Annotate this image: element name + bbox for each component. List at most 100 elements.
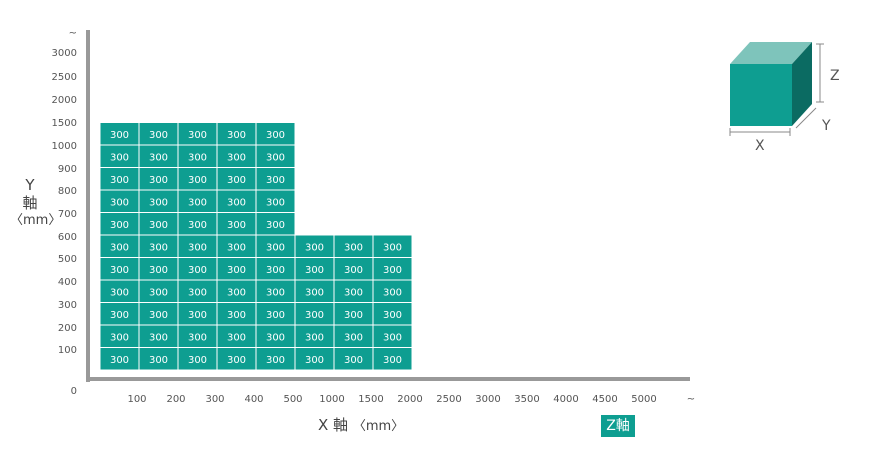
y-axis-title: Y 軸 〈mm〉 <box>10 176 61 230</box>
cell-label: 300 <box>110 130 129 141</box>
cell-label: 300 <box>305 332 324 343</box>
box-side-face <box>792 42 812 126</box>
y-tick-label: ~ <box>69 28 77 39</box>
cell-label: 300 <box>266 310 285 321</box>
cell-label: 300 <box>344 287 363 298</box>
cell-label: 300 <box>266 265 285 276</box>
cell-label: 300 <box>110 152 129 163</box>
cell-label: 300 <box>305 355 324 366</box>
y-tick-label: 400 <box>58 277 77 288</box>
cell-label: 300 <box>344 332 363 343</box>
cell-label: 300 <box>383 287 402 298</box>
y-axis-line <box>86 30 90 382</box>
x-tick-label: 500 <box>283 394 302 405</box>
x-tick-label: 4000 <box>553 394 578 405</box>
cell-label: 300 <box>227 310 246 321</box>
box-z-label: Z <box>830 68 840 84</box>
y-tick-label: 2500 <box>52 72 77 83</box>
cell-label: 300 <box>344 310 363 321</box>
y-tick-label: 3000 <box>52 48 77 59</box>
cell-label: 300 <box>149 242 168 253</box>
cell-label: 300 <box>188 220 207 231</box>
x-tick-label: 300 <box>205 394 224 405</box>
cell-label: 300 <box>110 355 129 366</box>
cell-label: 300 <box>188 242 207 253</box>
cell-label: 300 <box>383 332 402 343</box>
cell-label: 300 <box>110 197 129 208</box>
z-axis-badge: Z軸 <box>601 415 635 437</box>
box-top-face <box>730 42 812 64</box>
y-tick-label: 2000 <box>52 95 77 106</box>
cell-label: 300 <box>305 265 324 276</box>
cell-label: 300 <box>266 130 285 141</box>
x-tick-label: 1500 <box>358 394 383 405</box>
cell-label: 300 <box>266 287 285 298</box>
x-tick-label: 400 <box>244 394 263 405</box>
cell-label: 300 <box>227 355 246 366</box>
y-tick-label: 1000 <box>52 141 77 152</box>
cell-label: 300 <box>227 265 246 276</box>
y-axis-title-kanji: 軸 <box>22 194 38 212</box>
x-tick-label: 200 <box>166 394 185 405</box>
cell-label: 300 <box>110 287 129 298</box>
cell-label: 300 <box>188 152 207 163</box>
x-tick-label: 3500 <box>514 394 539 405</box>
cell-label: 300 <box>266 152 285 163</box>
cell-500-11 <box>255 122 296 146</box>
cell-label: 300 <box>149 175 168 186</box>
cell-label: 300 <box>149 310 168 321</box>
box-y-label: Y <box>821 118 831 134</box>
y-axis-ticks: 0 100 200 300 400 500 600 700 800 900 1000 1500 2000… <box>52 28 77 397</box>
x-tick-label: 1000 <box>319 394 344 405</box>
cell-label: 300 <box>266 175 285 186</box>
cell-label: 300 <box>149 220 168 231</box>
cell-label: 300 <box>188 175 207 186</box>
cell-label: 300 <box>149 332 168 343</box>
cell-label: 300 <box>344 265 363 276</box>
cell-label: 300 <box>227 130 246 141</box>
y-tick-label: 800 <box>58 186 77 197</box>
x-axis-unit: 〈mm〉 <box>352 419 405 434</box>
cell-label: 300 <box>188 130 207 141</box>
cell-label: 300 <box>227 152 246 163</box>
y-tick-label: 1500 <box>52 118 77 129</box>
cell-label: 300 <box>383 355 402 366</box>
cell-label: 300 <box>227 242 246 253</box>
cell-label: 300 <box>266 355 285 366</box>
cell-label: 300 <box>149 152 168 163</box>
y-tick-label: 300 <box>58 300 77 311</box>
cell-label: 300 <box>344 242 363 253</box>
y-tick-label: 200 <box>58 323 77 334</box>
cell-label: 300 <box>305 287 324 298</box>
cell-label: 300 <box>110 332 129 343</box>
cell-label: 300 <box>344 355 363 366</box>
y-tick-label: 0 <box>71 386 77 397</box>
dimension-box-icon: Z Y X <box>729 42 840 154</box>
y-dimension-line <box>795 107 817 129</box>
cell-label: 300 <box>149 265 168 276</box>
x-axis-title-text: X 軸 <box>318 416 349 434</box>
y-tick-label: 100 <box>58 345 77 356</box>
box-front-face <box>730 64 792 126</box>
cell-label: 300 <box>227 332 246 343</box>
cell-label: 300 <box>110 310 129 321</box>
y-tick-label: 900 <box>58 164 77 175</box>
y-axis-title-letter: Y <box>25 176 35 194</box>
cell-label: 300 <box>383 310 402 321</box>
x-tick-label: 2500 <box>436 394 461 405</box>
cell-label: 300 <box>266 242 285 253</box>
x-axis-line <box>86 377 690 381</box>
cell-label: 300 <box>266 332 285 343</box>
cell-label: 300 <box>188 265 207 276</box>
cell-2000-6 <box>372 234 413 258</box>
cell-label: 300 <box>188 310 207 321</box>
x-tick-label: ~ <box>687 394 695 405</box>
cell-label: 300 <box>227 287 246 298</box>
cell-label: 300 <box>110 265 129 276</box>
cell-label: 300 <box>305 242 324 253</box>
cell-label: 300 <box>188 287 207 298</box>
box-x-label: X <box>755 138 765 154</box>
cell-label: 300 <box>227 220 246 231</box>
cell-label: 300 <box>383 265 402 276</box>
